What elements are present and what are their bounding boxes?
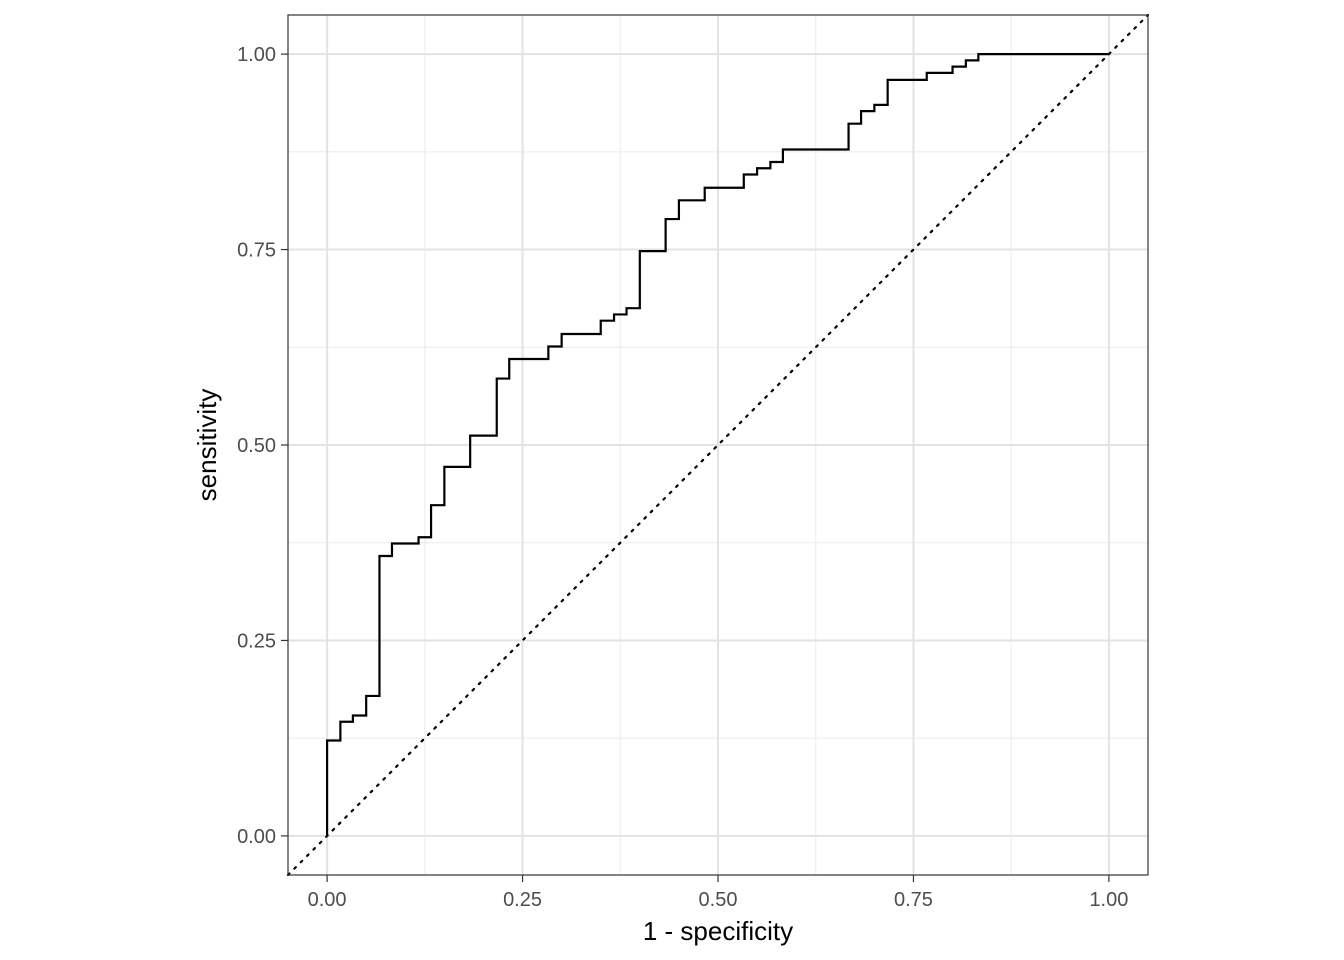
x-tick-labels: 0.00 0.25 0.50 0.75 1.00 <box>308 889 1129 911</box>
x-tick-label: 0.75 <box>894 889 933 911</box>
y-tick-labels: 0.00 0.25 0.50 0.75 1.00 <box>237 44 276 848</box>
roc-curve-line <box>325 52 1109 836</box>
y-tick-label: 0.00 <box>237 826 276 848</box>
major-gridlines <box>288 15 1148 875</box>
x-tick-label: 1.00 <box>1089 889 1128 911</box>
y-tick-label: 0.75 <box>237 240 276 262</box>
y-axis-title: sensitivity <box>192 389 222 502</box>
y-tick-label: 1.00 <box>237 44 276 66</box>
x-axis-title: 1 - specificity <box>643 916 793 946</box>
x-tick-label: 0.50 <box>699 889 738 911</box>
x-tick-label: 0.00 <box>308 889 347 911</box>
x-tick-label: 0.25 <box>503 889 542 911</box>
axis-ticks <box>281 53 1110 882</box>
y-tick-label: 0.25 <box>237 630 276 652</box>
y-tick-label: 0.50 <box>237 435 276 457</box>
